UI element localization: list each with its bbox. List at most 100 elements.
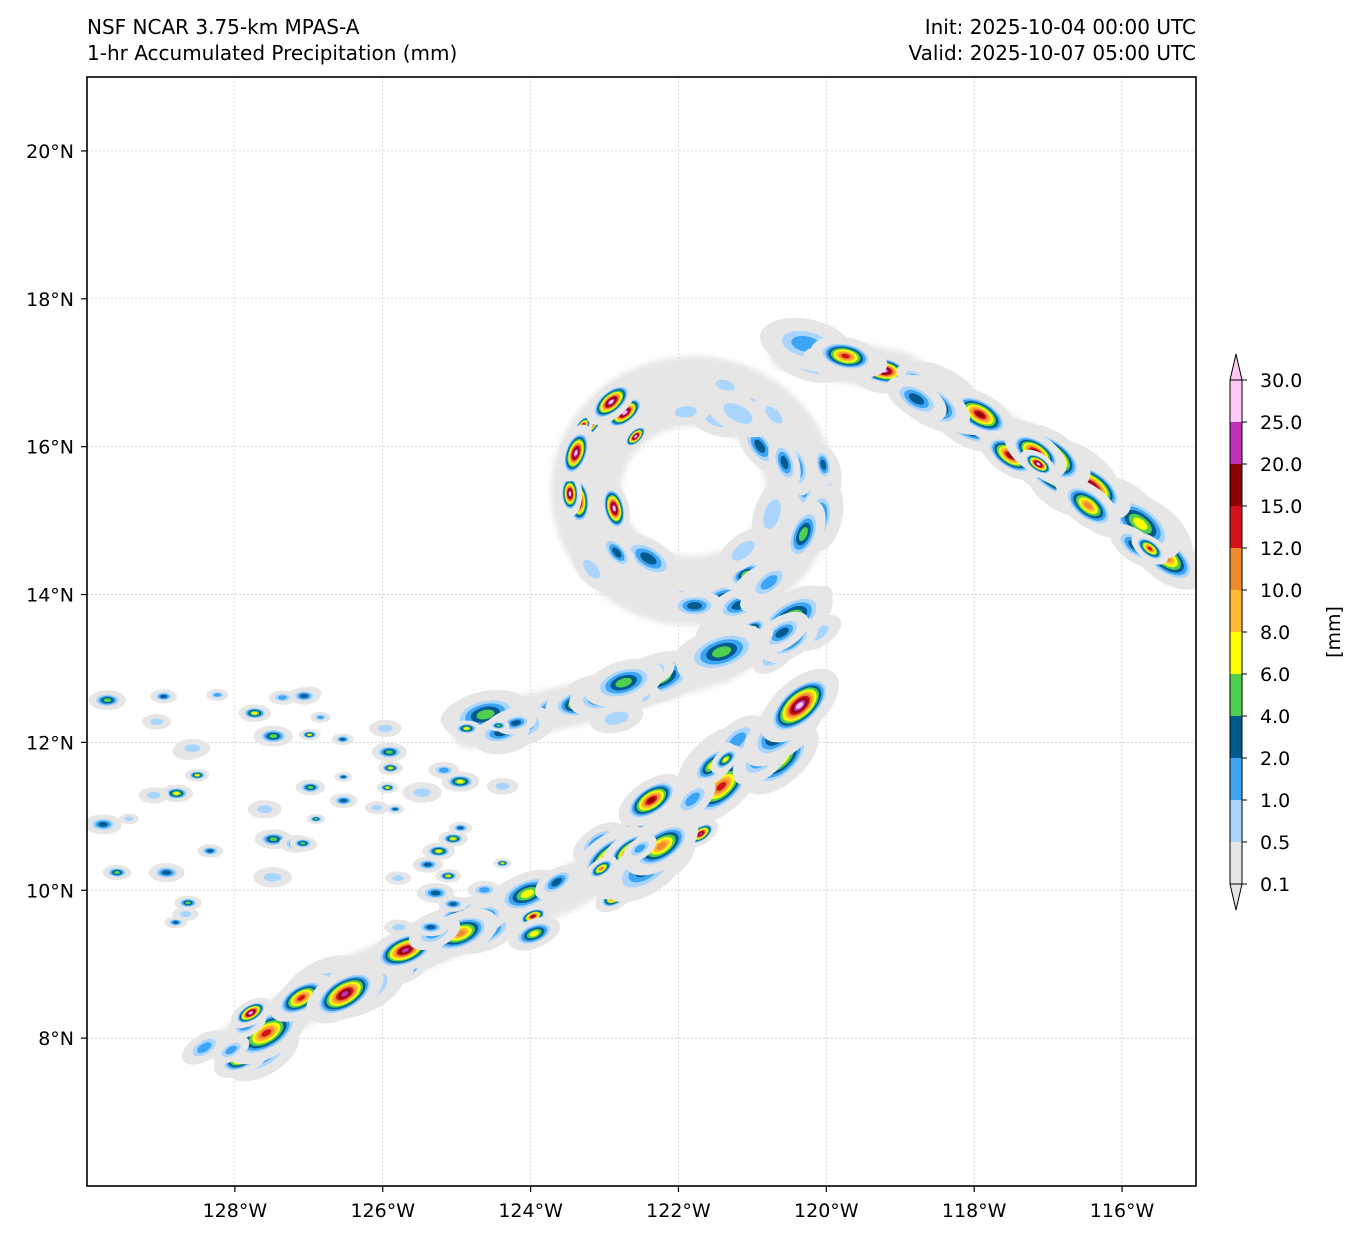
colorbar-segment — [1230, 548, 1242, 590]
rain-cell — [1131, 532, 1169, 565]
lat-tick-label: 8°N — [38, 1028, 74, 1050]
rain-cell — [213, 1036, 250, 1064]
rain-cell — [185, 768, 210, 782]
precip-level — [124, 816, 134, 822]
rain-cell — [661, 398, 711, 426]
colorbar-segment — [1230, 506, 1242, 548]
model-name: NSF NCAR 3.75-km MPAS-A — [87, 15, 360, 39]
precip-level — [908, 393, 925, 405]
precip-level — [599, 866, 604, 871]
title-right: Init: 2025-10-04 00:00 UTC Valid: 2025-1… — [876, 14, 1196, 66]
rain-cell — [331, 733, 354, 746]
precip-level — [263, 872, 282, 882]
precip-field — [87, 317, 1196, 1082]
precip-level — [269, 734, 278, 739]
rain-cell — [665, 590, 725, 622]
precip-level — [401, 947, 410, 953]
rain-cell — [174, 895, 202, 911]
precip-level — [615, 677, 632, 688]
lon-tick-label: 126°W — [350, 1200, 415, 1222]
rain-cell — [88, 690, 127, 711]
precip-level — [551, 877, 563, 887]
precip-level — [634, 435, 637, 438]
precip-level — [392, 923, 406, 931]
precip-level — [146, 791, 161, 799]
precip-level — [723, 757, 729, 762]
precip-level — [248, 1011, 253, 1015]
rain-cell — [160, 784, 193, 803]
rain-cell — [369, 719, 402, 737]
rain-cell — [493, 858, 512, 869]
precip-level — [378, 724, 393, 733]
precip-level — [531, 915, 535, 918]
rain-cell — [230, 997, 271, 1029]
colorbar-segment — [1230, 674, 1242, 716]
rain-cell — [376, 781, 399, 794]
rain-cell — [412, 856, 444, 873]
colorbar-tick-label: 0.5 — [1260, 832, 1290, 854]
precip-level — [1083, 502, 1093, 510]
rain-cell — [886, 376, 947, 422]
rain-cell — [597, 532, 636, 574]
rain-cell — [557, 470, 583, 517]
rain-cell — [487, 719, 510, 732]
lat-tick-label: 10°N — [26, 880, 74, 902]
rain-cell — [624, 816, 699, 876]
precip-level — [529, 930, 539, 937]
precip-level — [426, 925, 436, 930]
colorbar-tick-label: 25.0 — [1260, 412, 1302, 434]
colorbar-segment — [1230, 422, 1242, 464]
colorbar-tick-label: 10.0 — [1260, 580, 1302, 602]
precip-level — [731, 540, 755, 561]
lat-tick-label: 18°N — [26, 289, 74, 311]
precip-level — [496, 724, 501, 727]
rain-cell — [590, 702, 644, 734]
precip-level — [687, 602, 703, 610]
precip-level — [780, 455, 789, 470]
colorbar-segment — [1230, 842, 1242, 884]
rain-cell — [810, 336, 881, 376]
rain-cell — [710, 745, 741, 774]
precip-level — [723, 403, 753, 424]
precip-level — [172, 920, 179, 924]
rain-cell — [371, 742, 408, 762]
rain-cell — [558, 424, 594, 482]
rain-cell — [422, 842, 456, 860]
rain-cell — [755, 611, 809, 654]
precip-level — [261, 1029, 272, 1037]
rain-cell — [289, 836, 316, 851]
precip-level — [798, 527, 808, 542]
rain-cell — [781, 500, 826, 568]
lon-tick-label: 118°W — [942, 1200, 1007, 1222]
colorbar-tick-label: 1.0 — [1260, 790, 1290, 812]
precip-level — [184, 744, 201, 753]
rain-cell — [448, 821, 473, 835]
lat-tick-label: 20°N — [26, 141, 74, 163]
rain-cell — [270, 974, 333, 1022]
rain-cell — [253, 866, 292, 888]
precip-level — [716, 782, 726, 791]
precip-level — [185, 901, 191, 905]
precip-level — [300, 693, 309, 699]
rain-cell — [598, 481, 630, 536]
precip-level — [449, 902, 457, 906]
rain-cell — [102, 864, 132, 881]
precip-level — [388, 766, 393, 770]
precip-level — [300, 841, 306, 845]
rain-cell — [247, 800, 282, 819]
precip-level — [478, 887, 490, 893]
rain-cell — [621, 422, 650, 451]
rain-cell — [334, 772, 353, 782]
rain-cell — [364, 801, 390, 815]
colorbar-segment — [1230, 800, 1242, 842]
precip-level — [206, 849, 214, 853]
precip-level — [820, 459, 827, 470]
colorbar-tick-label: 4.0 — [1260, 706, 1290, 728]
lat-tick-label: 16°N — [26, 437, 74, 459]
axis-ticks: 128°W 126°W 124°W 122°W 120°W 118°W 116°W 8°N 10… — [26, 141, 1154, 1222]
rain-cell — [148, 863, 185, 883]
colorbar: 0.1 0.5 1.0 2.0 4.0 6.0 8.0 10.0 12.0 15.0 20.0 25.… — [1229, 353, 1345, 911]
rain-cell — [141, 714, 172, 730]
precip-level — [213, 693, 221, 697]
rain-cell — [238, 704, 272, 722]
